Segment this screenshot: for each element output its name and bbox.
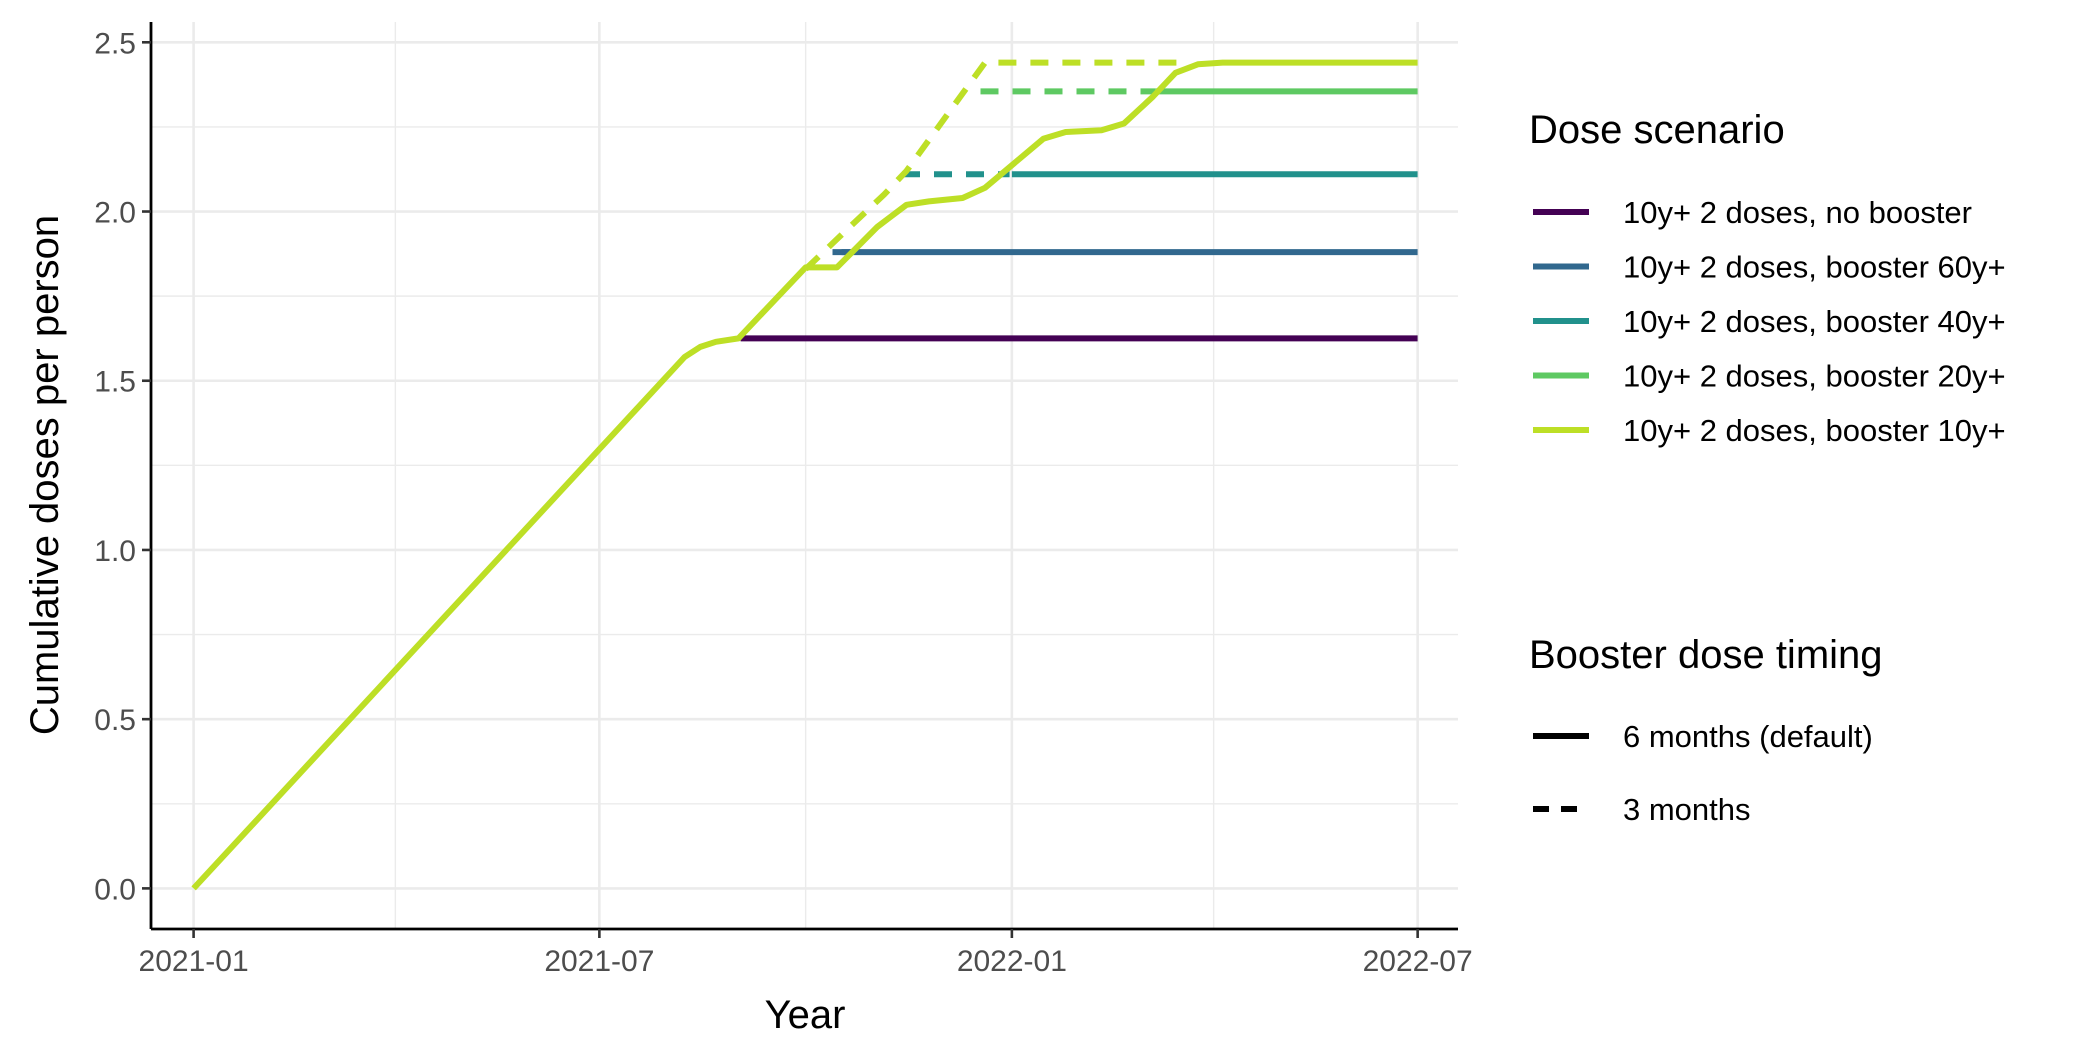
legend-label: 10y+ 2 doses, booster 10y+	[1623, 413, 2006, 448]
legend-label: 10y+ 2 doses, booster 20y+	[1623, 359, 2006, 394]
y-tick-label: 1.0	[94, 535, 136, 568]
ticks: 0.0 0.5 1.0 1.5 2.0 2.5 2021-01 2021-07 2022-01 2…	[94, 27, 1472, 978]
legend-label: 10y+ 2 doses, booster 40y+	[1623, 304, 2006, 339]
series-line	[803, 59, 1178, 272]
x-tick-label: 2022-01	[957, 945, 1067, 978]
x-tick-label: 2021-01	[139, 945, 249, 978]
legend-label: 3 months	[1623, 792, 1751, 827]
legend-title: Booster dose timing	[1529, 633, 1883, 677]
y-tick-label: 2.5	[94, 27, 136, 60]
y-axis-title: Cumulative doses per person	[23, 215, 67, 735]
x-axis-title: Year	[765, 993, 846, 1037]
legend-label: 6 months (default)	[1623, 719, 1873, 754]
grid	[151, 22, 1458, 929]
series-layer	[191, 59, 1418, 891]
y-tick-label: 1.5	[94, 366, 136, 399]
series-line	[191, 59, 1418, 891]
x-tick-label: 2022-07	[1363, 945, 1473, 978]
legend-label: 10y+ 2 doses, no booster	[1623, 195, 1972, 230]
legend: Dose scenario 10y+ 2 doses, no booster 10y…	[1529, 108, 2006, 827]
legend-label: 10y+ 2 doses, booster 60y+	[1623, 250, 2006, 285]
y-tick-label: 2.0	[94, 197, 136, 230]
x-tick-label: 2021-07	[544, 945, 654, 978]
y-tick-label: 0.0	[94, 873, 136, 906]
legend-title: Dose scenario	[1529, 108, 1785, 152]
axes	[149, 22, 1458, 931]
y-tick-label: 0.5	[94, 704, 136, 737]
